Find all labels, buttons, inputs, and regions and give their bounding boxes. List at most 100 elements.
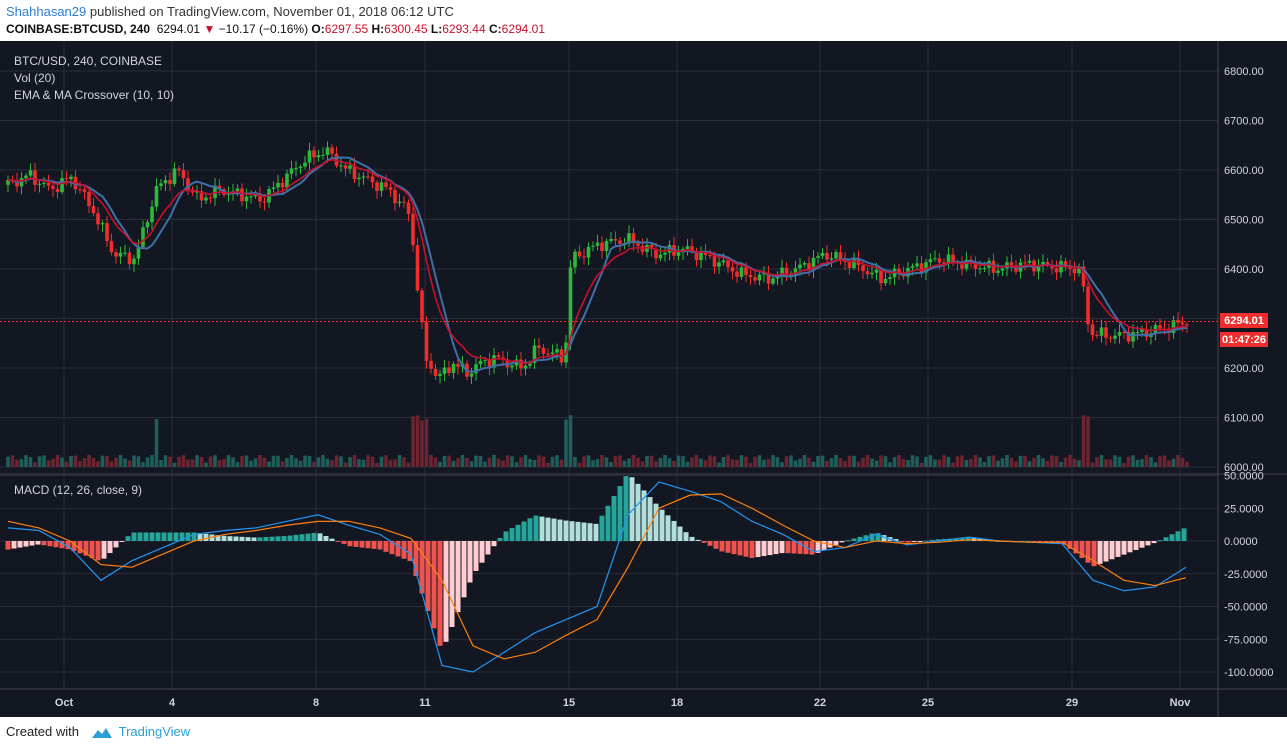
volume-bar xyxy=(649,455,654,467)
volume-bar xyxy=(744,456,748,467)
histogram-bar xyxy=(155,532,161,541)
volume-bar xyxy=(685,461,690,467)
histogram-bar xyxy=(791,541,797,554)
volume-bar xyxy=(712,456,717,467)
histogram-bar xyxy=(83,541,89,556)
volume-bar xyxy=(1054,456,1059,467)
candle-body xyxy=(604,241,609,252)
volume-bar xyxy=(964,460,969,467)
volume-bar xyxy=(19,459,24,467)
volume-bar xyxy=(555,455,559,467)
macd-line xyxy=(7,481,1187,673)
histogram-bar xyxy=(1109,541,1115,560)
volume-bar xyxy=(807,457,811,467)
candle-body xyxy=(1171,320,1176,334)
volume-bar xyxy=(150,455,154,467)
histogram-bar xyxy=(389,541,395,555)
volume-bar xyxy=(217,460,222,467)
candle-body xyxy=(703,251,708,256)
candle-body xyxy=(636,243,640,246)
candle-body xyxy=(6,180,10,185)
price-candles xyxy=(6,141,1189,384)
histogram-bar xyxy=(161,532,167,541)
volume-bar xyxy=(996,460,1000,467)
volume-bar xyxy=(919,462,924,467)
volume-bar xyxy=(1059,461,1063,467)
price-tag-bg xyxy=(1220,313,1268,328)
candle-body xyxy=(496,355,501,358)
volume-bar xyxy=(793,460,798,467)
macd-tick-label: 0.0000 xyxy=(1224,536,1258,548)
volume-bar xyxy=(1117,456,1122,467)
candle-body xyxy=(195,191,199,193)
candle-body xyxy=(330,147,334,154)
volume-bar xyxy=(492,455,496,467)
histogram-bar xyxy=(815,541,821,553)
volume-bar xyxy=(748,462,753,467)
volume-bar xyxy=(1032,457,1036,467)
histogram-bar xyxy=(671,520,677,541)
histogram-bar xyxy=(335,541,341,542)
histogram-bar xyxy=(191,532,197,541)
volume-bar xyxy=(816,455,820,467)
volume-bar xyxy=(1081,415,1086,467)
histogram-bar xyxy=(1049,541,1055,543)
candle-body xyxy=(163,180,168,184)
volume-bar xyxy=(1095,457,1099,467)
histogram-bar xyxy=(443,541,449,642)
volume-bar xyxy=(33,462,37,467)
histogram-bar xyxy=(755,541,761,558)
volume-bar xyxy=(933,459,937,467)
volume-bar xyxy=(388,459,393,467)
close-value: 6294.01 xyxy=(501,22,546,36)
volume-bar xyxy=(352,455,357,467)
candle-body xyxy=(685,246,690,249)
chart-canvas[interactable]: 6000.006100.006200.006300.006400.006500.… xyxy=(0,41,1287,717)
candle-body xyxy=(762,273,766,275)
volume-bar xyxy=(690,457,694,467)
legend-macd: MACD (12, 26, close, 9) xyxy=(14,483,142,497)
volume-bar xyxy=(834,455,838,467)
histogram-bar xyxy=(1067,541,1073,549)
tradingview-link[interactable]: TradingView xyxy=(118,724,191,739)
volume-bar xyxy=(928,455,933,467)
candle-body xyxy=(753,277,757,281)
candle-body xyxy=(609,239,613,242)
candle-body xyxy=(748,274,753,278)
volume-bar xyxy=(906,459,910,467)
histogram-bar xyxy=(281,536,287,541)
histogram-bar xyxy=(1169,534,1175,541)
histogram-bar xyxy=(503,531,509,541)
author-link[interactable]: Shahhasan29 xyxy=(6,4,87,19)
candle-body xyxy=(834,252,838,259)
time-tick-label: 15 xyxy=(563,697,575,709)
volume-bar xyxy=(1126,456,1131,467)
candle-body xyxy=(573,251,577,268)
volume-bar xyxy=(307,456,312,467)
volume-bar xyxy=(127,460,132,467)
histogram-bar xyxy=(767,541,773,556)
price-axis: 6000.006100.006200.006300.006400.006500.… xyxy=(1224,66,1264,474)
candle-body xyxy=(532,345,537,363)
candle-body xyxy=(883,278,888,284)
volume-bar xyxy=(618,455,622,467)
histogram-bar xyxy=(611,495,617,541)
candle-body xyxy=(1090,324,1095,336)
candle-body xyxy=(1104,327,1108,338)
volume-bar xyxy=(478,455,483,467)
volume-bar xyxy=(204,462,208,467)
candle-body xyxy=(487,360,492,368)
candle-body xyxy=(114,252,118,257)
candle-body xyxy=(1113,335,1117,339)
volume-bar xyxy=(1045,460,1050,467)
volume-bar xyxy=(658,457,663,467)
volume-bar xyxy=(249,460,253,467)
volume-bar xyxy=(37,456,42,467)
volume-bar xyxy=(672,460,676,467)
candle-body xyxy=(654,248,658,259)
candle-body xyxy=(1059,261,1063,273)
histogram-bar xyxy=(125,536,131,541)
histogram-bar xyxy=(641,490,647,541)
candle-body xyxy=(298,166,303,169)
candle-body xyxy=(370,176,375,183)
